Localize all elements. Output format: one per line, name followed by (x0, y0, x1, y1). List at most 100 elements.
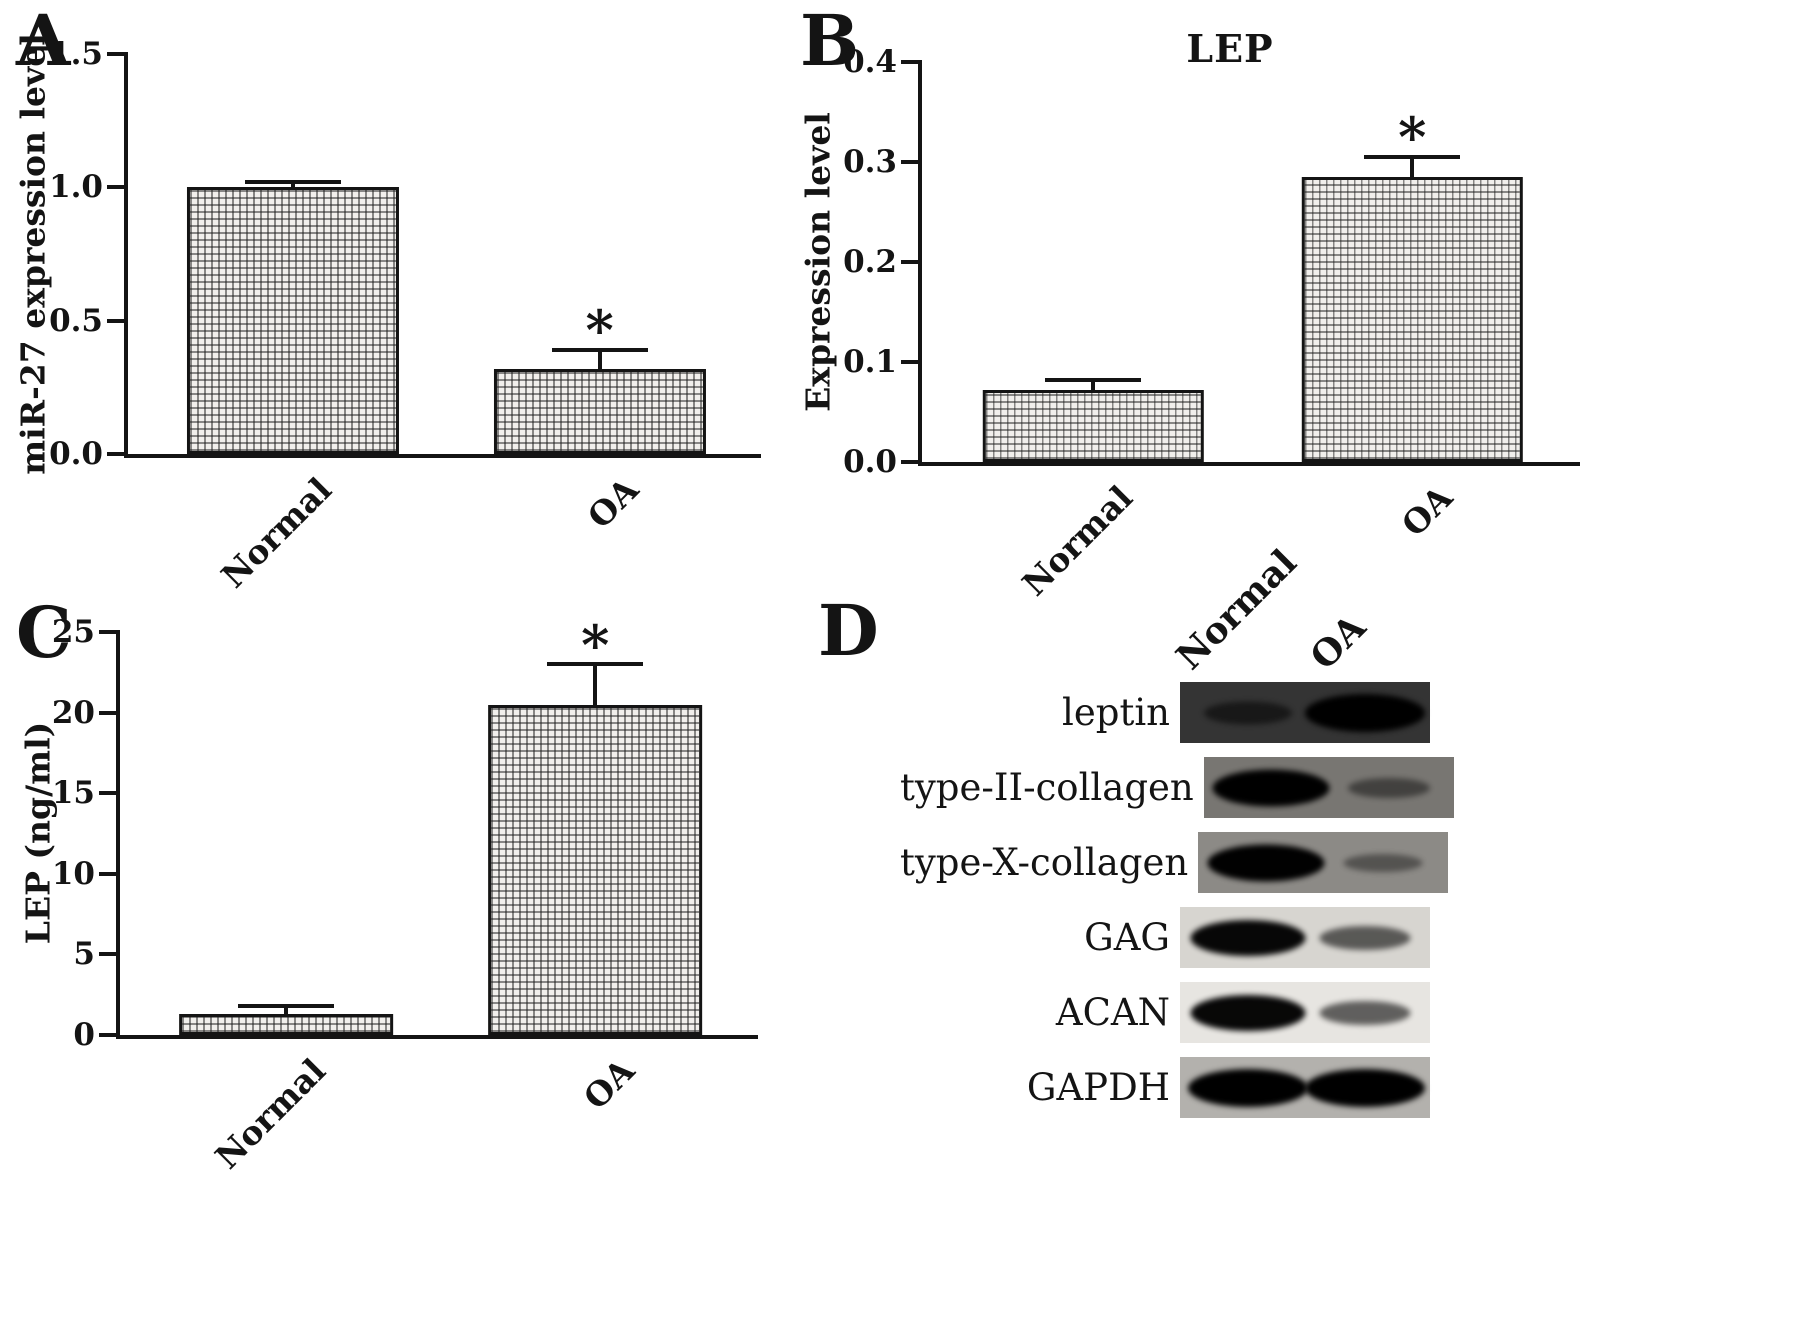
y-tick-label: 0 (73, 1017, 95, 1053)
blot-rows: leptin type-II-collagen type-X-collagen GAG… (900, 682, 1460, 1118)
y-tick-label: 20 (51, 694, 95, 731)
western-blot-panel: Normal OA leptin type-II-collagen type-X-co… (900, 542, 1460, 1132)
blot-column-headers: Normal OA (900, 542, 1460, 682)
y-tick-label: 0.5 (49, 302, 103, 339)
x-category-label: OA (1393, 478, 1460, 545)
blot-row: type-II-collagen (900, 757, 1460, 818)
y-axis-tick: 20 (52, 695, 116, 731)
protein-band (1347, 777, 1430, 798)
bar-normal (186, 187, 399, 454)
blot-lane-strip (1180, 682, 1430, 743)
y-axis-tick: 10 (52, 856, 116, 892)
blot-lane-strip (1180, 1057, 1430, 1118)
blot-lane-strip (1203, 757, 1454, 818)
y-axis-label-mir27: miR-27 expression level (13, 33, 53, 475)
blot-column-header: Normal (1168, 541, 1305, 678)
error-bar-cap (237, 1003, 334, 1008)
error-bar-line (593, 664, 598, 705)
y-axis-tick: 25 (52, 614, 116, 650)
bar-oa (488, 704, 703, 1035)
blot-row: GAG (900, 907, 1460, 968)
protein-band (1319, 1000, 1411, 1025)
y-axis-tick: 0.5 (49, 303, 124, 339)
blot-row-label: GAG (1084, 916, 1170, 959)
error-bar-line (283, 1006, 288, 1015)
error-bar-cap (1364, 155, 1461, 159)
y-tick-label: 0.0 (49, 436, 103, 472)
error-bar-line (1091, 380, 1096, 390)
bar-oa (1301, 177, 1523, 462)
protein-band (1305, 693, 1425, 732)
panel-letter-a: A (16, 0, 71, 82)
significance-asterisk: * (585, 298, 614, 363)
protein-band (1343, 853, 1423, 872)
blot-row-label: leptin (1062, 691, 1170, 734)
error-bar-cap (244, 180, 341, 184)
protein-band (1190, 994, 1305, 1031)
blot-lane-strip (1180, 982, 1430, 1043)
error-bar-line (597, 350, 602, 369)
error-bar-cap (547, 662, 644, 667)
y-tick-label: 0.4 (843, 44, 897, 80)
y-tick-label: 25 (51, 614, 95, 650)
blot-row-label: type-X-collagen (900, 841, 1189, 884)
x-category-label: Normal (213, 470, 340, 596)
y-axis-tick: 1.0 (49, 169, 124, 205)
blot-row: ACAN (900, 982, 1460, 1043)
y-tick-label: 0.2 (843, 244, 897, 280)
x-category-label: OA (580, 470, 647, 537)
y-axis-tick: 0.3 (843, 144, 918, 180)
error-bar-line (1410, 157, 1415, 177)
significance-asterisk: * (581, 612, 610, 677)
y-axis-tick: 5 (73, 936, 116, 972)
blot-lane-strip (1180, 907, 1430, 968)
blot-row: GAPDH (900, 1057, 1460, 1118)
bar-chart-lep-elisa: 0 5 10 15 20 25 Normal * OA (52, 612, 758, 1176)
bar-normal (179, 1014, 393, 1035)
blot-row: type-X-collagen (900, 832, 1460, 893)
y-tick-label: 1.5 (49, 36, 103, 72)
blot-lane-strip (1198, 832, 1449, 893)
x-category-label: OA (576, 1051, 643, 1118)
panel-letter-c: C (16, 591, 72, 674)
y-axis-tick: 0 (73, 1017, 116, 1053)
y-tick-label: 1.0 (49, 169, 103, 206)
y-tick-label: 0.1 (843, 344, 897, 380)
x-category-label: Normal (1014, 478, 1141, 604)
y-axis-tick: 0.0 (843, 444, 918, 480)
x-category-label: Normal (207, 1051, 333, 1177)
y-tick-label: 0.0 (843, 444, 897, 480)
panel-letter-b: B (800, 0, 860, 82)
blot-row-label: type-II-collagen (900, 766, 1194, 809)
y-axis-tick: 15 (52, 775, 116, 811)
y-axis-tick: 0.4 (843, 44, 918, 80)
error-bar-cap (551, 348, 648, 352)
y-axis-tick: 0.2 (843, 244, 918, 280)
y-axis-tick: 1.5 (49, 36, 124, 72)
protein-band (1190, 919, 1305, 956)
protein-band (1207, 844, 1325, 881)
error-bar-cap (1045, 378, 1142, 382)
y-axis-label-lep-ngml: LEP (ng/ml) (18, 721, 58, 945)
y-tick-label: 15 (51, 775, 95, 812)
panel-letter-d: D (818, 589, 879, 672)
y-tick-label: 10 (51, 855, 95, 892)
significance-asterisk: * (1398, 105, 1427, 170)
y-axis-tick: 0.0 (49, 436, 124, 472)
protein-band (1212, 769, 1330, 806)
y-tick-label: 5 (73, 936, 95, 973)
y-axis-label-expression: Expression level (798, 112, 838, 412)
blot-column-header: OA (1302, 606, 1374, 678)
y-tick-label: 0.3 (843, 144, 897, 180)
blot-row-label: GAPDH (1026, 1066, 1170, 1109)
bar-oa (493, 368, 706, 454)
bar-chart-lep-expression: 0.0 0.1 0.2 0.3 0.4 Normal * OA (843, 44, 1580, 603)
blot-row: leptin (900, 682, 1460, 743)
chart-title-lep: LEP (1186, 26, 1274, 71)
bar-chart-mir27-expression: 0.0 0.5 1.0 1.5 Normal * OA (49, 36, 761, 595)
protein-band (1187, 1068, 1308, 1107)
protein-band (1203, 701, 1292, 724)
protein-band (1319, 925, 1411, 950)
